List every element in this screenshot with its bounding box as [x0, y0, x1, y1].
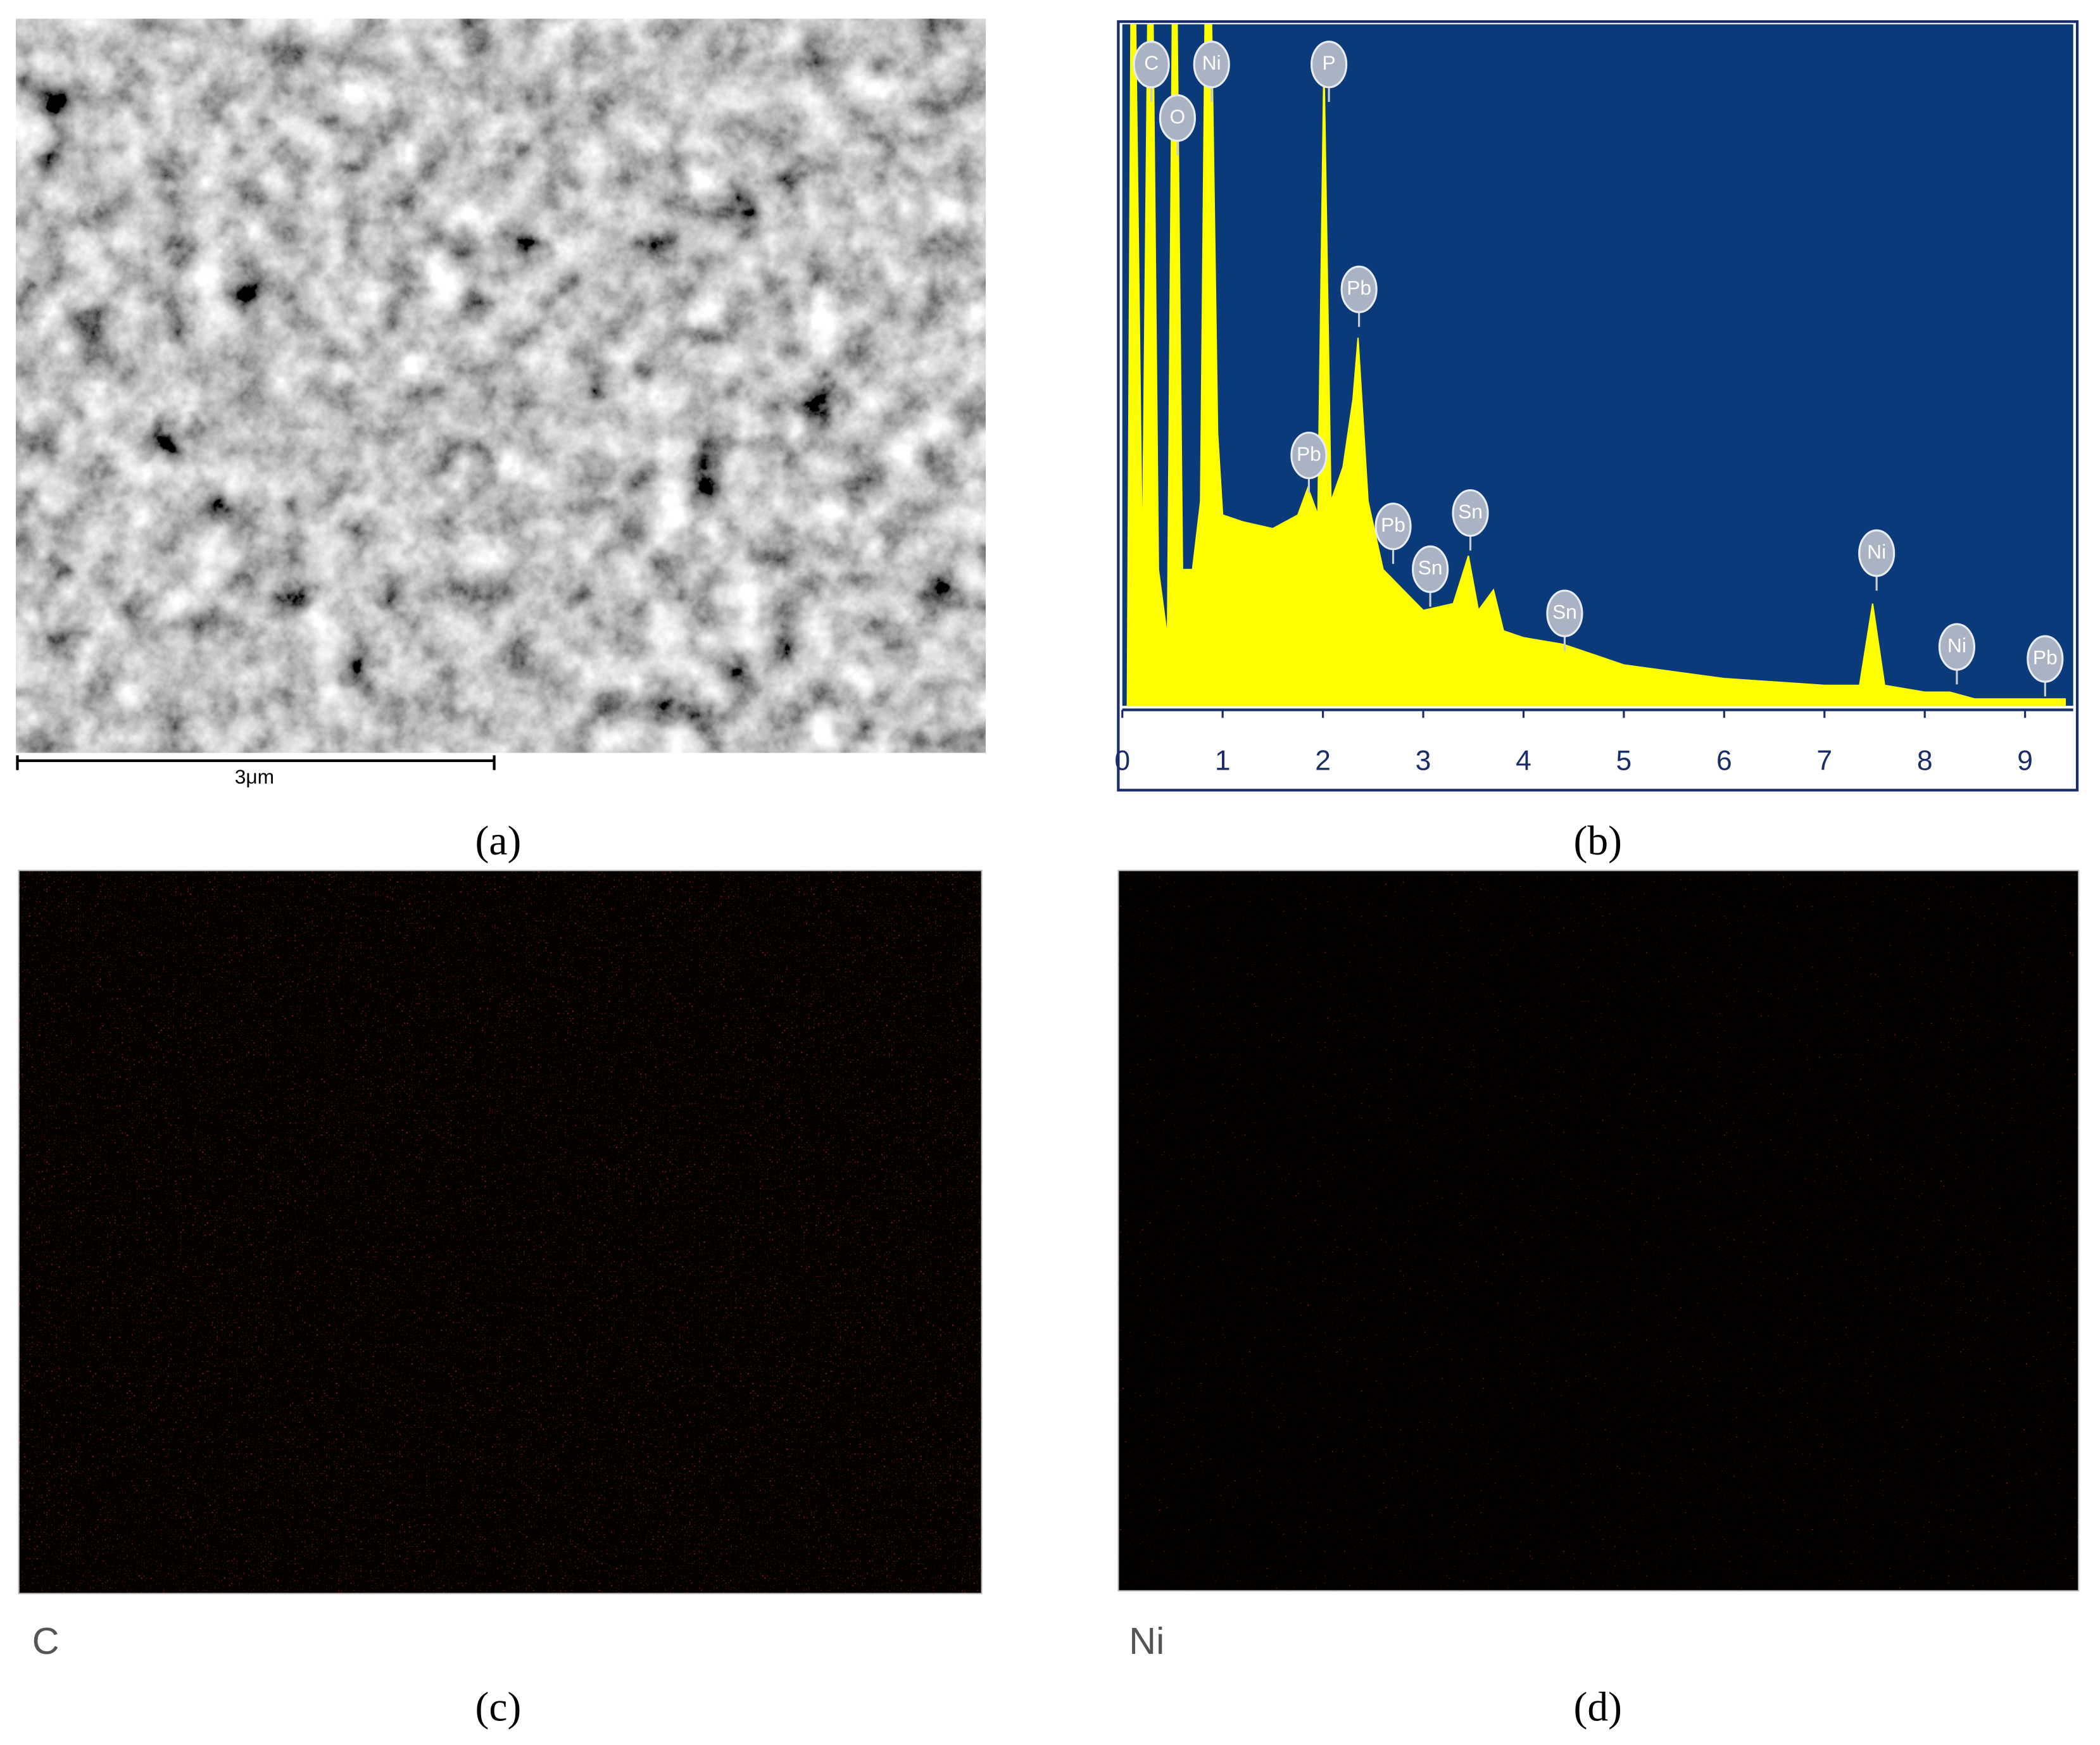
peak-label: Pb — [1347, 277, 1371, 299]
peak-badge — [1340, 265, 1378, 313]
x-tick-label: 3 — [1416, 746, 1431, 777]
ni-map-dots — [1118, 870, 2079, 1591]
peak-badge — [1452, 489, 1489, 537]
spectrum-area — [1126, 24, 2066, 706]
x-tick-label: 4 — [1516, 746, 1531, 777]
caption: (d) — [1573, 1685, 1621, 1730]
peak-badge — [1858, 529, 1896, 577]
peak-label: C — [1144, 51, 1159, 74]
x-tick-label: 5 — [1616, 746, 1632, 777]
x-tick-label: 1 — [1215, 746, 1231, 777]
peak-label: Sn — [1418, 556, 1443, 579]
peak-label: Ni — [1202, 51, 1221, 74]
caption: (c) — [475, 1685, 522, 1730]
sem-texture — [16, 18, 986, 753]
peak-badge — [1546, 589, 1583, 637]
peak-badge — [1193, 41, 1230, 89]
map-label: Ni — [1129, 1620, 1164, 1662]
peak-label: Pb — [1381, 513, 1405, 536]
c-map-dots — [18, 870, 982, 1594]
peak-badge — [2027, 635, 2064, 683]
x-tick-label: 2 — [1315, 746, 1331, 777]
peak-badge — [1938, 623, 1975, 671]
peak-badge — [1133, 41, 1170, 89]
peak-label: Ni — [1867, 540, 1886, 563]
caption: (a) — [475, 818, 522, 864]
x-tick-label: 8 — [1917, 746, 1933, 777]
peak-label: Pb — [2033, 646, 2058, 668]
map-label: C — [32, 1620, 60, 1662]
caption: (b) — [1573, 818, 1621, 864]
peak-label: Pb — [1297, 442, 1321, 465]
peak-label: Ni — [1947, 634, 1966, 656]
x-tick-label: 9 — [2017, 746, 2033, 777]
peak-badge — [1290, 431, 1328, 480]
peak-label: O — [1170, 105, 1186, 128]
scale-bar-label: 3μm — [235, 765, 274, 788]
peak-badge — [1311, 41, 1348, 89]
peak-badge — [1159, 94, 1196, 142]
peak-badge — [1374, 503, 1412, 551]
peak-badge — [1412, 545, 1449, 593]
peak-label: Sn — [1552, 601, 1577, 623]
peak-label: P — [1323, 51, 1336, 74]
x-tick-label: 7 — [1816, 746, 1832, 777]
x-tick-label: 6 — [1716, 746, 1732, 777]
x-tick-label: 0 — [1114, 746, 1130, 777]
peak-label: Sn — [1458, 500, 1483, 523]
